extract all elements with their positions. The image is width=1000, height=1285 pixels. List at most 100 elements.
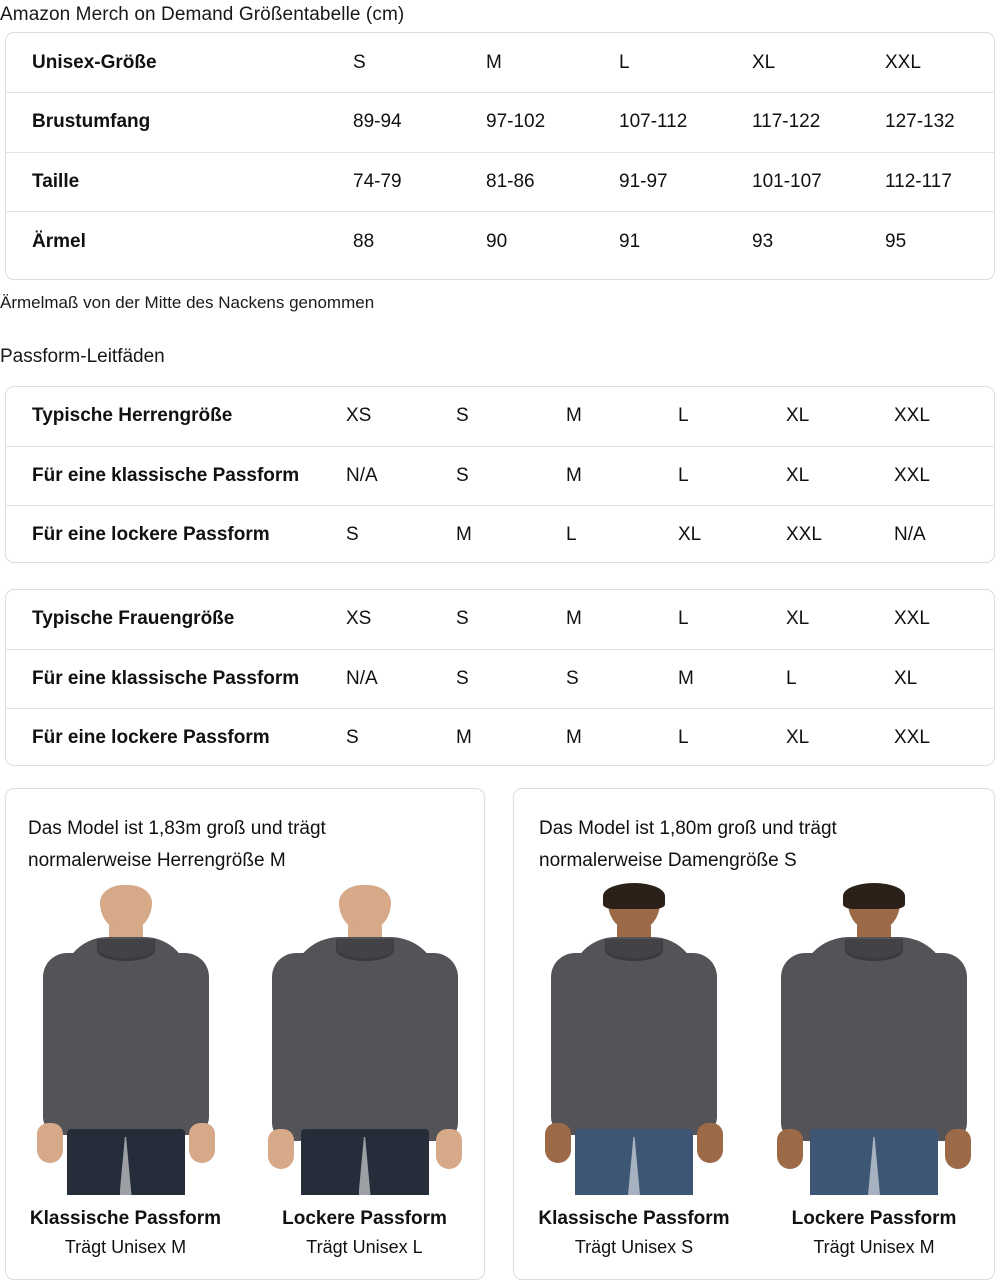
hand-left-icon — [36, 1123, 63, 1163]
men-fit-header-label: Typische Herrengröße — [32, 405, 233, 427]
men-fit-table: Typische Herrengröße XS S M L XL XXL Für… — [6, 387, 994, 562]
table-row-header: Typische Herrengröße XS S M L XL XXL — [6, 387, 994, 446]
person-illustration — [250, 885, 480, 1195]
men-header-xl: XL — [786, 405, 810, 427]
sleeve-l: 91 — [619, 211, 752, 271]
sleeve-m: 90 — [486, 211, 619, 271]
women-fit-table-card: Typische Frauengröße XS S M L XL XXL Für… — [5, 589, 995, 766]
jeans-icon — [810, 1129, 938, 1195]
women-loose-4: XL — [786, 707, 894, 765]
chest-s: 89-94 — [353, 92, 486, 152]
women-classic-1: S — [456, 648, 566, 708]
sleeve-measurement-note: Ärmelmaß von der Mitte des Nackens genom… — [0, 293, 375, 312]
men-loose-4: XXL — [786, 504, 894, 562]
hair-icon — [603, 883, 665, 909]
fit-guides-heading: Passform-Leitfäden — [0, 346, 165, 367]
collar-icon — [605, 939, 663, 961]
women-fit-table: Typische Frauengröße XS S M L XL XXL Für… — [6, 590, 994, 765]
men-model-card: Das Model ist 1,83m groß und trägt norma… — [5, 788, 485, 1280]
women-classic-4: L — [786, 648, 894, 708]
women-loose-fit-figure — [759, 883, 989, 1195]
women-model-card: Das Model ist 1,80m groß und trägt norma… — [513, 788, 995, 1280]
fit-sub: Trägt Unisex S — [574, 1237, 694, 1257]
measurement-table-card: Unisex-Größe S M L XL XXL Brustumfang 89… — [5, 32, 995, 280]
table-row: Für eine klassische Passform N/A S S M L… — [6, 648, 994, 708]
women-classic-0: N/A — [346, 648, 456, 708]
fit-name: Lockere Passform — [791, 1208, 957, 1229]
table-row: Brustumfang 89-94 97-102 107-112 117-122… — [6, 92, 994, 152]
row-label-chest: Brustumfang — [6, 92, 353, 152]
table-row: Ärmel 88 90 91 93 95 — [6, 211, 994, 271]
fit-sub: Trägt Unisex M — [813, 1237, 935, 1257]
collar-icon — [845, 939, 903, 961]
fit-name: Klassische Passform — [538, 1208, 730, 1229]
hand-right-icon — [697, 1123, 723, 1163]
jeans-icon — [300, 1129, 429, 1195]
women-header-s: S — [456, 608, 469, 630]
person-illustration — [519, 883, 749, 1195]
men-loose-2: L — [566, 504, 678, 562]
fit-name: Klassische Passform — [29, 1208, 222, 1229]
measurement-header-size-m: M — [486, 51, 502, 73]
shirt-torso-icon — [61, 937, 190, 1133]
women-loose-1: M — [456, 707, 566, 765]
measurement-header-size-l: L — [619, 51, 630, 73]
men-classic-1: S — [456, 445, 566, 505]
table-row: Für eine klassische Passform N/A S M L X… — [6, 445, 994, 505]
men-fit-labels: Klassische Passform Trägt Unisex M Locke… — [6, 1205, 484, 1261]
person-illustration — [11, 885, 241, 1195]
women-loose-2: M — [566, 707, 678, 765]
women-fit-labels: Klassische Passform Trägt Unisex S Locke… — [514, 1205, 994, 1261]
men-loose-fit-label: Für eine lockere Passform — [6, 504, 346, 562]
hair-icon — [843, 883, 905, 909]
waist-m: 81-86 — [486, 151, 619, 212]
women-classic-fit-caption: Klassische Passform Trägt Unisex S — [519, 1205, 749, 1261]
person-illustration — [759, 883, 989, 1195]
men-header-xs: XS — [346, 405, 372, 427]
waist-xl: 101-107 — [752, 151, 885, 212]
jeans-icon — [575, 1129, 693, 1195]
men-classic-0: N/A — [346, 445, 456, 505]
fit-sub: Trägt Unisex M — [64, 1237, 187, 1257]
sleeve-s: 88 — [353, 211, 486, 271]
waist-xxl: 112-117 — [885, 151, 994, 212]
women-header-m: M — [566, 608, 582, 630]
hand-right-icon — [945, 1129, 971, 1169]
table-row-header: Unisex-Größe S M L XL XXL — [6, 33, 994, 93]
men-header-l: L — [678, 405, 689, 427]
women-header-xs: XS — [346, 608, 372, 630]
women-model-caption: Das Model ist 1,80m groß und trägt norma… — [539, 818, 837, 871]
fit-name: Lockere Passform — [282, 1208, 447, 1229]
shirt-torso-icon — [570, 937, 698, 1133]
men-loose-1: M — [456, 504, 566, 562]
chest-l: 107-112 — [619, 92, 752, 152]
men-fit-table-card: Typische Herrengröße XS S M L XL XXL Für… — [5, 386, 995, 563]
women-classic-3: M — [678, 648, 786, 708]
men-header-s: S — [456, 405, 469, 427]
men-classic-4: XL — [786, 445, 894, 505]
women-header-xxl: XXL — [894, 608, 930, 630]
hand-left-icon — [777, 1129, 803, 1169]
men-header-m: M — [566, 405, 582, 427]
men-loose-5: N/A — [894, 504, 994, 562]
measurement-header-size-xl: XL — [752, 51, 776, 73]
women-model-figures — [514, 883, 994, 1195]
men-loose-fit-caption: Lockere Passform Trägt Unisex L — [250, 1205, 480, 1261]
waist-s: 74-79 — [353, 151, 486, 212]
measurement-header-label: Unisex-Größe — [32, 51, 157, 73]
shirt-torso-icon — [799, 937, 949, 1139]
page-title: Amazon Merch on Demand Größentabelle (cm… — [0, 4, 405, 25]
hand-right-icon — [435, 1129, 462, 1169]
collar-icon — [96, 939, 155, 961]
women-loose-3: L — [678, 707, 786, 765]
men-classic-fit-figure — [11, 885, 241, 1195]
women-loose-fit-caption: Lockere Passform Trägt Unisex M — [759, 1205, 989, 1261]
table-row: Für eine lockere Passform S M L XL XXL N… — [6, 504, 994, 562]
women-loose-0: S — [346, 707, 456, 765]
measurement-table: Unisex-Größe S M L XL XXL Brustumfang 89… — [6, 33, 994, 271]
jeans-icon — [66, 1129, 185, 1195]
men-model-figures — [6, 885, 484, 1195]
measurement-header-size-xxl: XXL — [885, 51, 921, 73]
table-row: Taille 74-79 81-86 91-97 101-107 112-117 — [6, 151, 994, 212]
